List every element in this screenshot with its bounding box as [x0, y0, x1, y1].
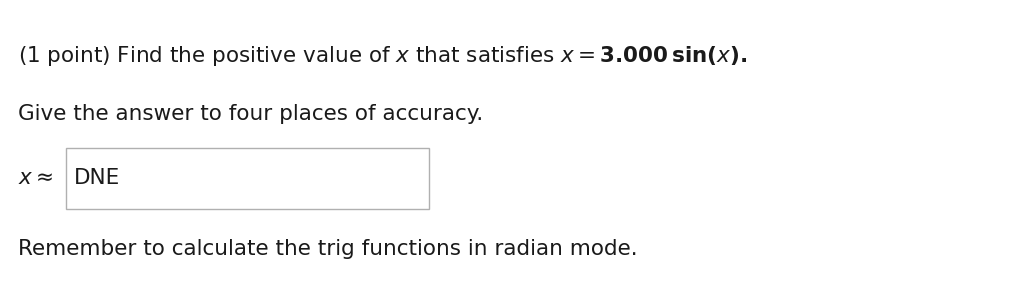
Text: DNE: DNE: [74, 168, 121, 189]
Bar: [66, 148, 429, 209]
Text: Give the answer to four places of accuracy.: Give the answer to four places of accura…: [18, 104, 483, 124]
Text: Remember to calculate the trig functions in radian mode.: Remember to calculate the trig functions…: [18, 239, 638, 259]
Text: $x \approx$: $x \approx$: [18, 168, 53, 189]
Text: (1 point) Find the positive value of $x$ that satisfies $x = \mathbf{3.000}\,\ma: (1 point) Find the positive value of $x$…: [18, 44, 748, 68]
